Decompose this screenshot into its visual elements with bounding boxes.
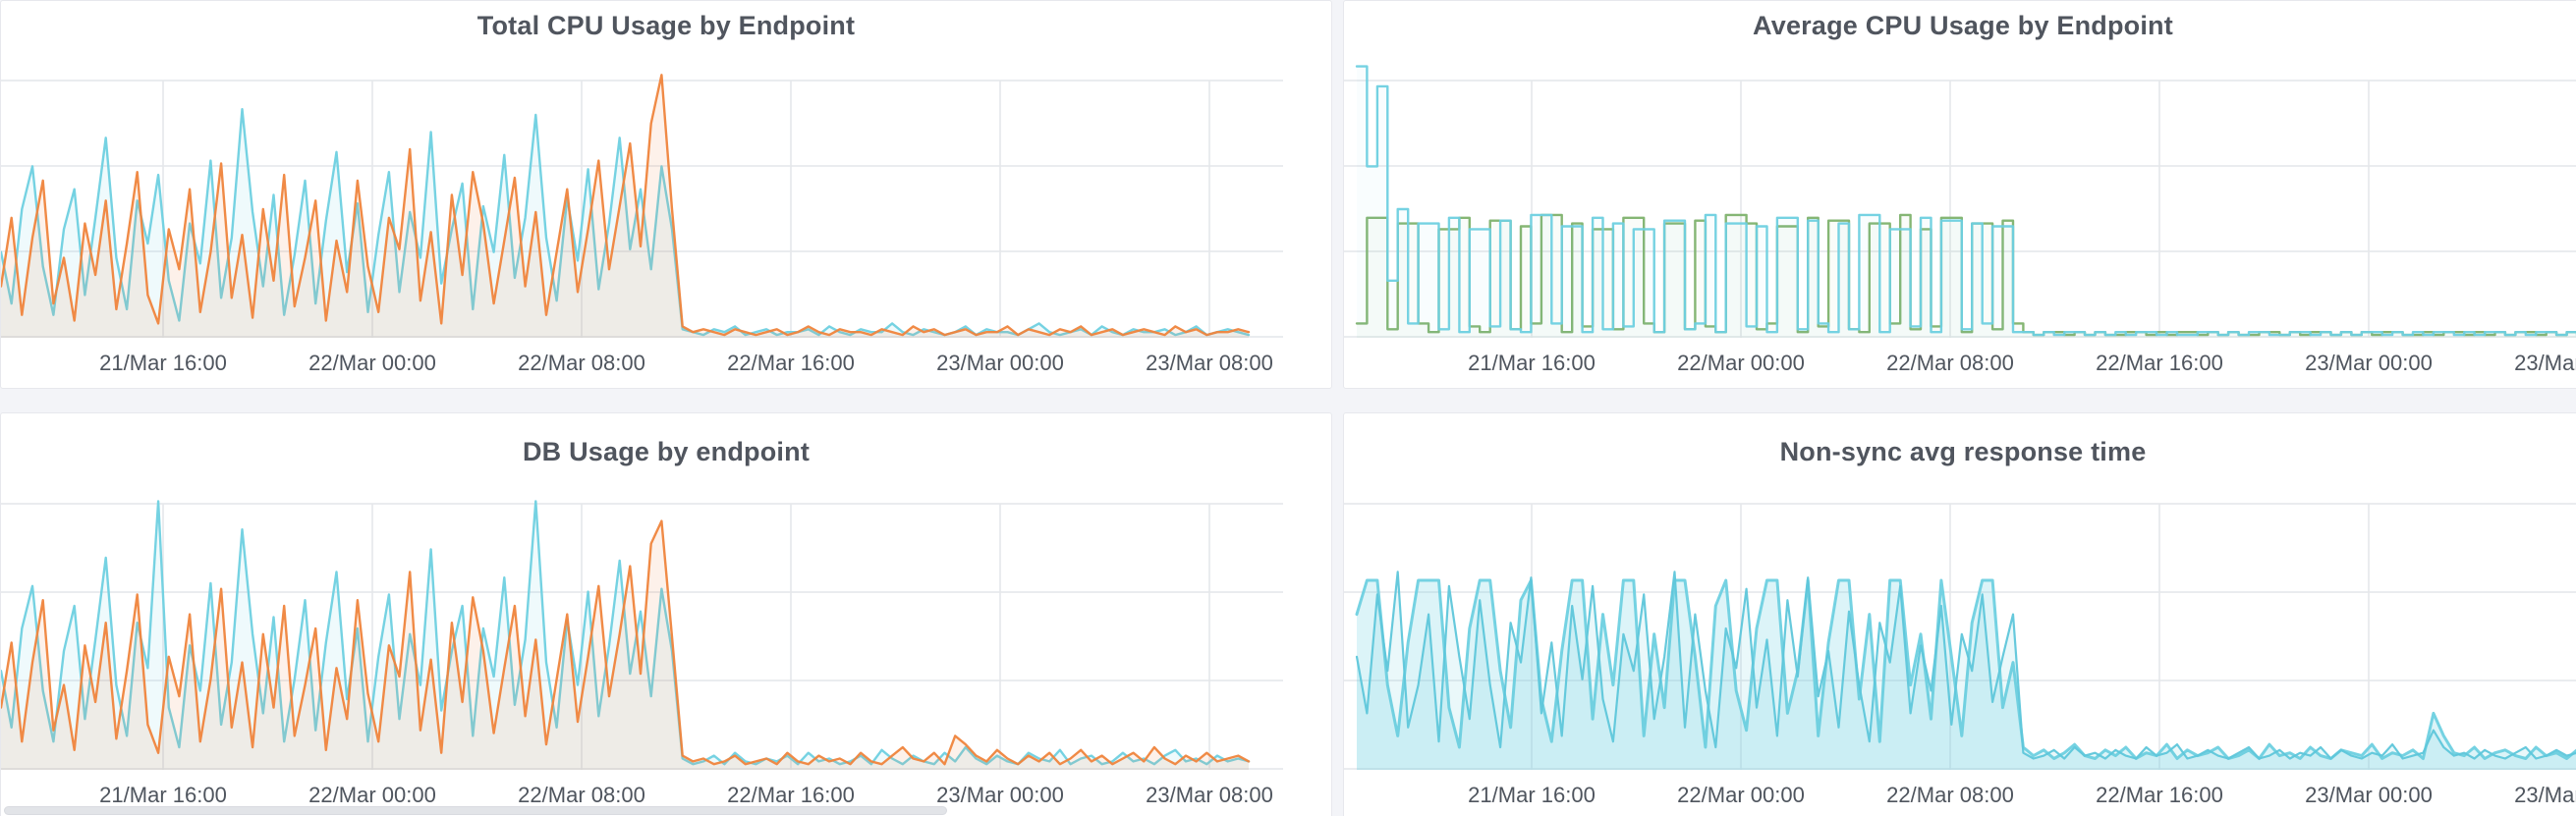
x-axis-tick-label: 21/Mar 16:00 bbox=[1468, 783, 1596, 807]
x-axis-tick-label: 22/Mar 08:00 bbox=[1886, 783, 2014, 807]
panel-title[interactable]: Non-sync avg response time bbox=[1779, 437, 2147, 466]
panel-title[interactable]: Total CPU Usage by Endpoint bbox=[476, 11, 856, 40]
x-axis-tick-label: 23/Mar 00:00 bbox=[936, 783, 1064, 807]
horizontal-scrollbar-track[interactable] bbox=[0, 804, 2576, 816]
horizontal-scrollbar-thumb[interactable] bbox=[4, 806, 947, 815]
x-axis-tick-label: 21/Mar 16:00 bbox=[1468, 351, 1596, 375]
x-axis-tick-label: 21/Mar 16:00 bbox=[99, 783, 227, 807]
time-series-plot[interactable] bbox=[1, 1, 1332, 389]
time-series-plot[interactable] bbox=[1344, 413, 2576, 816]
x-axis-tick-label: 22/Mar 16:00 bbox=[727, 783, 855, 807]
x-axis-tick-label: 22/Mar 00:00 bbox=[1677, 351, 1805, 375]
x-axis-tick-label: 22/Mar 16:00 bbox=[2096, 783, 2223, 807]
x-axis-tick-label: 23/Mar 00:00 bbox=[2305, 351, 2433, 375]
panel-title[interactable]: Average CPU Usage by Endpoint bbox=[1753, 11, 2173, 40]
panel-nonsync-avg-response-time: Non-sync avg response time 21/Mar 16:00 … bbox=[1343, 412, 2576, 816]
x-axis-tick-label: 23/Mar 00:00 bbox=[2305, 783, 2433, 807]
x-axis-tick-label: 23/Mar 08:00 bbox=[2514, 351, 2576, 375]
x-axis-tick-label: 22/Mar 08:00 bbox=[518, 783, 645, 807]
x-axis-tick-label: 23/Mar 08:00 bbox=[1146, 783, 1273, 807]
x-axis-tick-label: 22/Mar 08:00 bbox=[518, 351, 645, 375]
x-axis-tick-label: 22/Mar 00:00 bbox=[308, 351, 436, 375]
panel-title[interactable]: DB Usage by endpoint bbox=[522, 437, 811, 466]
x-axis-tick-label: 22/Mar 00:00 bbox=[308, 783, 436, 807]
time-series-plot[interactable] bbox=[1344, 1, 2576, 389]
panel-average-cpu-usage: Average CPU Usage by Endpoint 21/Mar 16:… bbox=[1343, 0, 2576, 389]
time-series-plot[interactable] bbox=[1, 413, 1332, 816]
x-axis-tick-label: 22/Mar 00:00 bbox=[1677, 783, 1805, 807]
panel-total-cpu-usage: Total CPU Usage by Endpoint 21/Mar 16:00… bbox=[0, 0, 1332, 389]
x-axis-tick-label: 23/Mar 08:00 bbox=[2514, 783, 2576, 807]
panel-db-usage: DB Usage by endpoint 21/Mar 16:00 22/Mar… bbox=[0, 412, 1332, 816]
x-axis-tick-label: 23/Mar 00:00 bbox=[936, 351, 1064, 375]
x-axis-tick-label: 23/Mar 08:00 bbox=[1146, 351, 1273, 375]
x-axis-tick-label: 21/Mar 16:00 bbox=[99, 351, 227, 375]
x-axis-tick-label: 22/Mar 08:00 bbox=[1886, 351, 2014, 375]
x-axis-tick-label: 22/Mar 16:00 bbox=[2096, 351, 2223, 375]
x-axis-tick-label: 22/Mar 16:00 bbox=[727, 351, 855, 375]
